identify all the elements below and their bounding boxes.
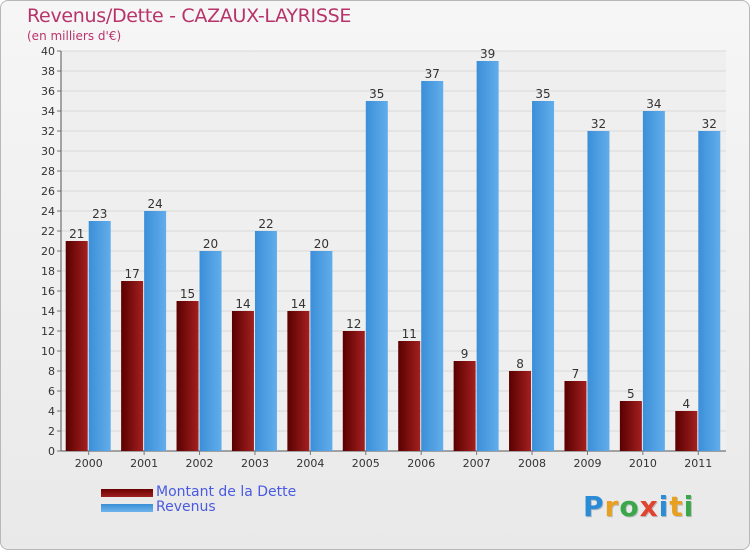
x-tick-label: 2002 [186, 457, 214, 470]
y-tick-label: 18 [41, 265, 55, 278]
bar-revenus [698, 131, 721, 451]
logo-letter: i [683, 490, 695, 523]
legend-swatch-revenus [101, 504, 153, 512]
bar-dette [509, 371, 532, 451]
bar-revenus [476, 61, 499, 451]
data-label: 17 [124, 267, 139, 281]
bar-revenus [88, 221, 111, 451]
data-label: 15 [180, 287, 195, 301]
x-tick-label: 2008 [518, 457, 546, 470]
y-tick-label: 6 [48, 385, 55, 398]
bar-dette [287, 311, 310, 451]
bar-dette [65, 241, 88, 451]
x-tick-label: 2009 [573, 457, 601, 470]
data-label: 21 [69, 227, 84, 241]
y-tick-label: 36 [41, 85, 55, 98]
legend-label-revenus: Revenus [156, 499, 216, 515]
x-tick-label: 2003 [241, 457, 269, 470]
proxiti-logo: Proxiti [583, 490, 694, 523]
logo-letter: r [604, 490, 620, 523]
data-label: 11 [402, 327, 417, 341]
data-label: 35 [369, 87, 384, 101]
data-label: 23 [92, 207, 107, 221]
bar-dette [619, 401, 642, 451]
bar-revenus [642, 111, 665, 451]
data-label: 22 [258, 217, 273, 231]
y-tick-label: 32 [41, 125, 55, 138]
y-tick-label: 30 [41, 145, 55, 158]
bar-revenus [421, 81, 444, 451]
data-label: 37 [425, 67, 440, 81]
x-tick-label: 2010 [629, 457, 657, 470]
data-label: 12 [346, 317, 361, 331]
x-tick-label: 2006 [407, 457, 435, 470]
data-label: 20 [203, 237, 218, 251]
data-label: 5 [627, 387, 635, 401]
data-label: 32 [591, 117, 606, 131]
y-tick-label: 12 [41, 325, 55, 338]
bar-revenus [365, 101, 388, 451]
legend-swatch-dette [101, 489, 153, 497]
data-label: 4 [682, 397, 690, 411]
data-label: 8 [516, 357, 524, 371]
logo-letter: o [619, 490, 640, 523]
bar-dette [675, 411, 698, 451]
y-tick-label: 14 [41, 305, 55, 318]
logo-letter: P [583, 490, 605, 523]
bar-revenus [310, 251, 333, 451]
y-tick-label: 26 [41, 185, 55, 198]
y-tick-label: 2 [48, 425, 55, 438]
y-tick-label: 24 [41, 205, 55, 218]
x-tick-label: 2001 [130, 457, 158, 470]
bar-dette [231, 311, 254, 451]
bar-revenus [199, 251, 222, 451]
y-tick-label: 38 [41, 65, 55, 78]
y-tick-label: 40 [41, 45, 55, 58]
bar-revenus [587, 131, 610, 451]
bar-revenus [254, 231, 277, 451]
bar-dette [453, 361, 476, 451]
data-label: 20 [314, 237, 329, 251]
x-tick-label: 2005 [352, 457, 380, 470]
bar-dette [342, 331, 365, 451]
logo-letter: i [658, 490, 670, 523]
legend-label-dette: Montant de la Dette [156, 484, 297, 500]
data-label: 39 [480, 47, 495, 61]
x-tick-label: 2000 [75, 457, 103, 470]
y-tick-label: 16 [41, 285, 55, 298]
y-tick-label: 0 [48, 445, 55, 458]
bar-dette [176, 301, 199, 451]
data-label: 24 [147, 197, 162, 211]
y-tick-label: 20 [41, 245, 55, 258]
y-tick-label: 34 [41, 105, 55, 118]
data-label: 14 [291, 297, 306, 311]
data-label: 7 [572, 367, 580, 381]
x-tick-label: 2011 [684, 457, 712, 470]
data-label: 32 [702, 117, 717, 131]
chart-title: Revenus/Dette - CAZAUX-LAYRISSE [27, 5, 352, 27]
y-tick-label: 10 [41, 345, 55, 358]
data-label: 35 [535, 87, 550, 101]
y-tick-label: 4 [48, 405, 55, 418]
logo-letter: x [639, 490, 659, 523]
bar-dette [121, 281, 144, 451]
x-tick-label: 2007 [463, 457, 491, 470]
bar-dette [564, 381, 587, 451]
logo-letter: t [669, 490, 684, 523]
data-label: 9 [461, 347, 469, 361]
data-label: 14 [235, 297, 250, 311]
data-label: 34 [646, 97, 661, 111]
bar-dette [398, 341, 421, 451]
chart-subtitle: (en milliers d'€) [27, 29, 122, 43]
y-tick-label: 28 [41, 165, 55, 178]
y-tick-label: 8 [48, 365, 55, 378]
bar-revenus [144, 211, 167, 451]
y-tick-label: 22 [41, 225, 55, 238]
x-tick-label: 2004 [296, 457, 324, 470]
bar-revenus [532, 101, 555, 451]
